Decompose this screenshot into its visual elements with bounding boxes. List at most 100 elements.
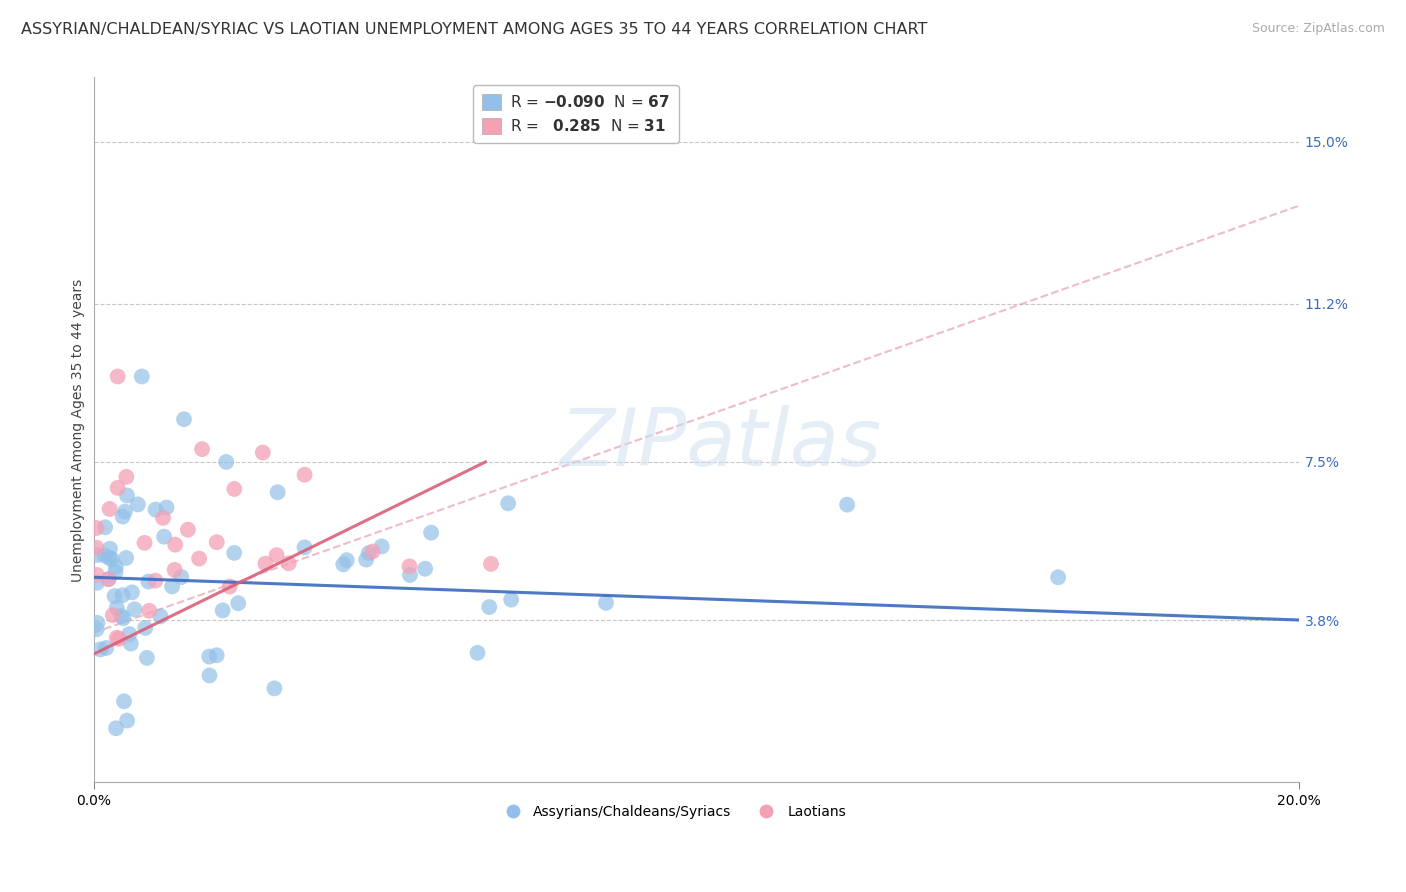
- Point: [138, 604, 160, 618]
- Legend: Assyrians/Chaldeans/Syriacs, Laotians: Assyrians/Chaldeans/Syriacs, Laotians: [494, 799, 852, 825]
- Point: [1047, 570, 1070, 584]
- Point: [294, 541, 316, 555]
- Point: [149, 609, 172, 624]
- Point: [104, 559, 127, 574]
- Point: [595, 596, 617, 610]
- Point: [399, 568, 422, 582]
- Point: [107, 481, 129, 495]
- Point: [155, 500, 177, 515]
- Point: [111, 588, 134, 602]
- Point: [479, 557, 502, 571]
- Point: [86, 615, 108, 630]
- Point: [108, 632, 131, 646]
- Point: [104, 565, 127, 579]
- Point: [89, 642, 111, 657]
- Point: [205, 535, 228, 549]
- Point: [134, 621, 156, 635]
- Point: [224, 482, 246, 496]
- Point: [467, 646, 489, 660]
- Point: [138, 574, 160, 589]
- Point: [226, 596, 249, 610]
- Point: [398, 559, 420, 574]
- Point: [98, 502, 121, 516]
- Point: [107, 369, 129, 384]
- Point: [115, 488, 138, 502]
- Point: [96, 640, 118, 655]
- Text: ZIPatlas: ZIPatlas: [560, 405, 882, 483]
- Point: [118, 627, 141, 641]
- Point: [160, 579, 183, 593]
- Point: [478, 600, 501, 615]
- Point: [97, 572, 120, 586]
- Text: ASSYRIAN/CHALDEAN/SYRIAC VS LAOTIAN UNEMPLOYMENT AMONG AGES 35 TO 44 YEARS CORRE: ASSYRIAN/CHALDEAN/SYRIAC VS LAOTIAN UNEM…: [21, 22, 928, 37]
- Point: [114, 504, 136, 518]
- Point: [115, 714, 138, 728]
- Point: [152, 511, 174, 525]
- Point: [112, 694, 135, 708]
- Point: [370, 540, 392, 554]
- Point: [145, 574, 167, 588]
- Point: [354, 552, 377, 566]
- Point: [332, 558, 354, 572]
- Point: [101, 608, 124, 623]
- Point: [357, 546, 380, 560]
- Point: [93, 549, 115, 563]
- Point: [98, 541, 121, 556]
- Point: [135, 651, 157, 665]
- Point: [191, 442, 214, 456]
- Point: [173, 412, 195, 426]
- Point: [188, 551, 211, 566]
- Point: [211, 603, 233, 617]
- Point: [215, 455, 238, 469]
- Point: [86, 521, 108, 535]
- Point: [165, 538, 187, 552]
- Point: [263, 681, 285, 696]
- Point: [121, 585, 143, 599]
- Point: [105, 631, 128, 645]
- Point: [277, 557, 299, 571]
- Point: [177, 523, 200, 537]
- Point: [86, 541, 108, 555]
- Point: [124, 602, 146, 616]
- Point: [254, 557, 277, 571]
- Point: [111, 509, 134, 524]
- Point: [153, 530, 176, 544]
- Point: [94, 520, 117, 534]
- Point: [501, 592, 523, 607]
- Point: [115, 551, 138, 566]
- Point: [170, 570, 193, 584]
- Point: [294, 467, 316, 482]
- Point: [252, 445, 274, 459]
- Point: [134, 536, 156, 550]
- Point: [266, 485, 288, 500]
- Y-axis label: Unemployment Among Ages 35 to 44 years: Unemployment Among Ages 35 to 44 years: [72, 278, 86, 582]
- Point: [198, 668, 221, 682]
- Point: [131, 369, 153, 384]
- Point: [361, 544, 384, 558]
- Point: [86, 575, 108, 590]
- Point: [336, 553, 359, 567]
- Point: [837, 498, 859, 512]
- Point: [413, 562, 436, 576]
- Point: [127, 497, 149, 511]
- Point: [115, 470, 138, 484]
- Point: [198, 649, 221, 664]
- Point: [163, 563, 186, 577]
- Point: [98, 550, 121, 565]
- Point: [105, 600, 128, 615]
- Point: [86, 548, 108, 562]
- Point: [103, 589, 125, 603]
- Point: [86, 568, 108, 582]
- Point: [120, 637, 142, 651]
- Point: [112, 611, 135, 625]
- Point: [97, 572, 120, 586]
- Point: [105, 721, 128, 735]
- Point: [218, 580, 240, 594]
- Point: [420, 525, 443, 540]
- Point: [145, 502, 167, 516]
- Text: Source: ZipAtlas.com: Source: ZipAtlas.com: [1251, 22, 1385, 36]
- Point: [100, 552, 122, 566]
- Point: [224, 546, 246, 560]
- Point: [86, 622, 108, 636]
- Point: [266, 548, 288, 562]
